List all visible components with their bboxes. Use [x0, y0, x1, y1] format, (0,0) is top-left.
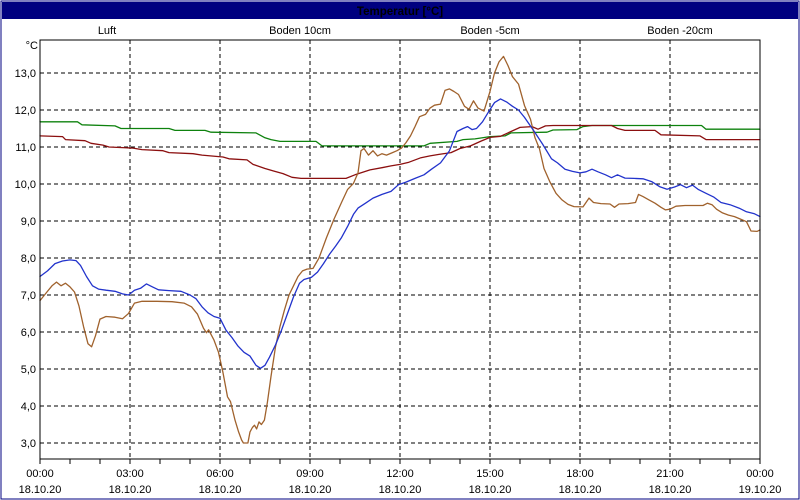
series-layer: [39, 55, 761, 444]
x-time-label-6: 06:00: [206, 468, 234, 480]
legend-label-boden-minus20cm: Boden -20cm: [647, 25, 712, 37]
x-time-label-12: 12:00: [386, 468, 414, 480]
x-time-label-3: 03:00: [116, 468, 144, 480]
x-date-label-21: 18.10.20: [649, 484, 692, 496]
y-tick-label-6: 6,0: [21, 327, 36, 339]
series-line-luft: [39, 98, 761, 369]
x-time-label-21: 21:00: [656, 468, 684, 480]
x-date-label-3: 18.10.20: [109, 484, 152, 496]
legend-label-boden-minus5cm: Boden -5cm: [460, 25, 519, 37]
legend-label-luft: Luft: [98, 25, 116, 37]
y-tick-label-10: 10,0: [15, 179, 36, 191]
x-date-label-18: 18.10.20: [559, 484, 602, 496]
x-time-label-0: 00:00: [26, 468, 54, 480]
x-date-label-6: 18.10.20: [199, 484, 242, 496]
y-tick-label-5: 5,0: [21, 364, 36, 376]
y-tick-label-7: 7,0: [21, 290, 36, 302]
x-time-label-24: 00:00: [746, 468, 774, 480]
y-axis-unit-label: °C: [26, 40, 38, 52]
x-time-label-9: 09:00: [296, 468, 324, 480]
x-time-label-18: 18:00: [566, 468, 594, 480]
y-tick-label-4: 4,0: [21, 401, 36, 413]
y-tick-label-9: 9,0: [21, 216, 36, 228]
y-tick-label-11: 11,0: [15, 142, 36, 154]
chart-title: Temperatur [°C]: [357, 6, 443, 18]
title-bar: [2, 2, 798, 19]
series-line-boden-20cm: [39, 121, 761, 147]
x-date-label-9: 18.10.20: [289, 484, 332, 496]
y-tick-label-8: 8,0: [21, 253, 36, 265]
y-tick-label-12: 12,0: [15, 105, 36, 117]
x-date-label-15: 18.10.20: [469, 484, 512, 496]
legend: Luft Boden 10cm Boden -5cm Boden -20cm: [98, 25, 713, 37]
axis-labels-layer: 3,0 4,0 5,0 6,0 7,0 8,0 9,0 10,0 11,0 12,0 13,0 00:…: [15, 68, 782, 496]
x-date-label-24: 19.10.20: [739, 484, 782, 496]
x-date-label-12: 18.10.20: [379, 484, 422, 496]
y-tick-label-3: 3,0: [21, 438, 36, 450]
legend-label-boden-10cm: Boden 10cm: [269, 25, 331, 37]
series-line-boden-10cm: [39, 55, 761, 444]
y-tick-label-13: 13,0: [15, 68, 36, 80]
x-date-label-0: 18.10.20: [19, 484, 62, 496]
axis-ticks-layer: [39, 459, 761, 464]
x-time-label-15: 15:00: [476, 468, 504, 480]
series-line-boden-5cm: [39, 124, 761, 180]
